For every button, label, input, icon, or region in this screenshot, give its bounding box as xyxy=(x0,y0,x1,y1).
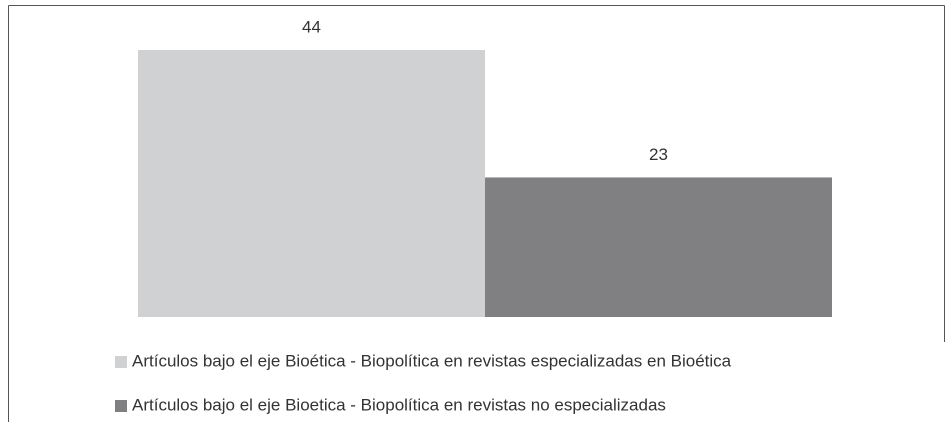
legend-swatch xyxy=(115,400,127,412)
bar xyxy=(485,177,832,317)
frame xyxy=(8,5,945,422)
legend-label: Artículos bajo el eje Bioetica - Biopolí… xyxy=(132,395,666,414)
legend-label: Artículos bajo el eje Bioética - Biopolí… xyxy=(132,351,732,370)
bar xyxy=(138,50,485,317)
data-label: 23 xyxy=(649,145,668,164)
data-label: 44 xyxy=(302,17,321,36)
legend-swatch xyxy=(115,356,127,368)
